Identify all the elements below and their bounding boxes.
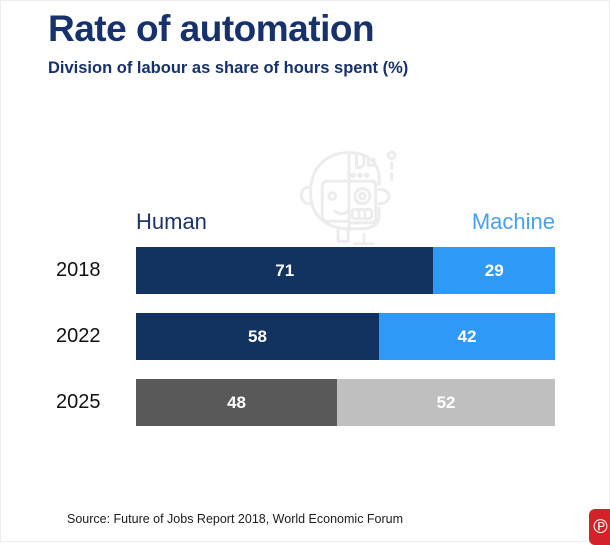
- year-label: 2025: [56, 391, 101, 413]
- bar-row-2018: 2018 71 29: [56, 247, 555, 294]
- legend-machine-label: Machine: [471, 209, 555, 234]
- human-value-label: 58: [248, 326, 267, 346]
- stacked-bar: 71 29: [136, 247, 555, 294]
- chart-legend: Human Machine: [136, 209, 555, 235]
- year-label: 2018: [56, 259, 101, 281]
- human-bar-segment: 71: [136, 247, 434, 294]
- bar-row-2025: 2025 48 52: [56, 379, 555, 426]
- legend-human-label: Human: [136, 209, 207, 234]
- machine-value-label: 52: [436, 392, 456, 412]
- page-title: Rate of automation: [48, 8, 375, 49]
- stacked-bar: 48 52: [136, 379, 555, 426]
- pinterest-save-button[interactable]: ℗: [589, 509, 610, 545]
- machine-value-label: 29: [484, 260, 504, 280]
- human-bar-segment: 48: [136, 379, 338, 426]
- source-citation: Source: Future of Jobs Report 2018, Worl…: [67, 512, 404, 526]
- page-subtitle: Division of labour as share of hours spe…: [48, 59, 409, 77]
- machine-bar-segment: 42: [379, 313, 555, 360]
- stacked-bar-chart: Human Machine 2018 71 29 2022 58 42 2025: [56, 209, 555, 445]
- human-value-label: 48: [227, 392, 247, 412]
- human-bar-segment: 58: [136, 313, 380, 360]
- bar-row-2022: 2022 58 42: [56, 313, 555, 360]
- stacked-bar: 58 42: [136, 313, 555, 360]
- machine-value-label: 42: [457, 326, 477, 346]
- pinterest-icon: ℗: [591, 515, 610, 538]
- machine-bar-segment: 29: [433, 247, 555, 294]
- machine-bar-segment: 52: [337, 379, 555, 426]
- human-value-label: 71: [275, 260, 295, 280]
- year-label: 2022: [56, 325, 101, 347]
